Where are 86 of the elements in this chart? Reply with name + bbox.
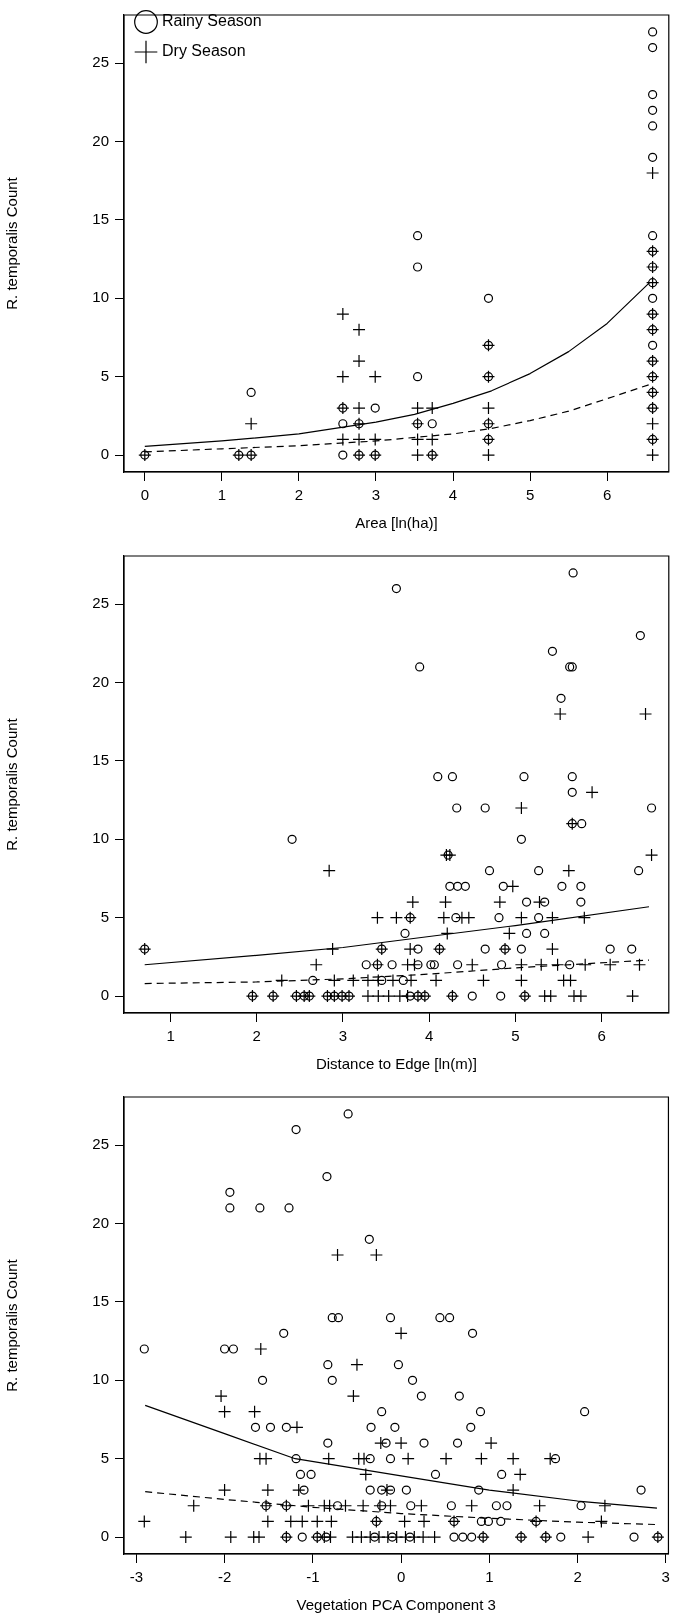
y-tick-label: 20 — [92, 1213, 109, 1231]
point — [336, 432, 350, 446]
x-tick-label: 1 — [217, 486, 227, 504]
point — [412, 262, 423, 272]
point — [412, 231, 423, 241]
y-tick-label: 5 — [100, 1448, 109, 1466]
y-tick-label: 10 — [92, 288, 109, 306]
x-tick-label: 5 — [525, 486, 535, 504]
point — [244, 417, 258, 431]
x-tick-label: 3 — [338, 1027, 348, 1045]
x-tick-label: 4 — [424, 1027, 434, 1045]
point — [648, 90, 658, 100]
point — [481, 401, 496, 415]
x-tick-label: 1 — [166, 1027, 175, 1045]
point — [410, 432, 425, 446]
point — [648, 293, 658, 303]
point — [648, 340, 658, 350]
point — [646, 417, 660, 431]
point — [427, 419, 437, 429]
x-tick-label: 3 — [371, 486, 381, 504]
x-tick-label: 2 — [294, 486, 304, 504]
y-tick-label: 20 — [92, 131, 109, 149]
x-tick-label: 3 — [661, 1568, 670, 1586]
x-tick-label: 4 — [448, 486, 458, 504]
point — [352, 432, 366, 446]
x-tick-label: 2 — [573, 1568, 582, 1586]
y-tick-label: 0 — [100, 1527, 109, 1545]
point — [338, 419, 348, 429]
x-tick-label: 6 — [602, 486, 612, 504]
y-axis-title: R. temporalis Count — [3, 1258, 21, 1392]
y-tick-label: 25 — [92, 53, 109, 71]
line-series — [144, 959, 650, 985]
point — [648, 43, 658, 53]
line-series — [144, 1491, 658, 1526]
point — [410, 448, 425, 462]
point — [646, 166, 660, 180]
point — [648, 231, 658, 241]
point — [646, 448, 660, 462]
y-tick-label: 25 — [92, 1135, 109, 1153]
point — [336, 307, 350, 321]
x-axis-title: Area [ln(ha)] — [355, 514, 438, 532]
point — [352, 323, 366, 337]
point — [368, 370, 382, 384]
x-tick-label: 5 — [511, 1027, 520, 1045]
x-tick-label: 2 — [252, 1027, 261, 1045]
y-tick-label: 20 — [92, 672, 109, 690]
point — [483, 293, 494, 303]
y-tick-label: 0 — [100, 445, 109, 463]
y-tick-label: 5 — [100, 366, 109, 384]
y-axis-title: R. temporalis Count — [3, 176, 21, 310]
x-tick-label: 0 — [396, 1568, 406, 1586]
point — [648, 121, 658, 131]
y-tick-label: 10 — [92, 1370, 109, 1388]
point — [368, 432, 382, 446]
y-tick-label: 25 — [92, 594, 109, 612]
legend-label: Rainy Season — [162, 12, 262, 30]
point — [648, 152, 658, 162]
x-tick-label: 0 — [140, 486, 149, 504]
y-tick-label: 15 — [92, 1292, 109, 1310]
point — [412, 372, 423, 382]
x-axis-title: Distance to Edge [ln(m)] — [315, 1055, 477, 1073]
y-tick-label: 15 — [92, 210, 109, 228]
point — [425, 401, 439, 415]
point — [648, 105, 658, 115]
point — [370, 403, 380, 413]
point — [352, 354, 366, 368]
x-axis-title: Vegetation PCA Component 3 — [296, 1596, 496, 1614]
point — [338, 450, 348, 460]
y-axis-title: R. temporalis Count — [3, 717, 21, 851]
x-tick-label: -1 — [306, 1568, 320, 1586]
x-tick-label: -3 — [129, 1568, 144, 1586]
y-tick-label: 5 — [100, 907, 109, 925]
point — [425, 432, 439, 446]
x-tick-label: 1 — [485, 1568, 494, 1586]
point — [648, 27, 658, 37]
y-tick-label: 0 — [100, 986, 109, 1004]
point — [246, 387, 256, 397]
point — [352, 401, 366, 415]
y-tick-label: 10 — [92, 829, 109, 847]
point — [481, 448, 496, 462]
x-tick-label: -2 — [217, 1568, 232, 1586]
point — [336, 370, 350, 384]
y-tick-label: 15 — [92, 751, 109, 769]
x-tick-label: 6 — [597, 1027, 606, 1045]
point — [410, 401, 425, 415]
legend-label: Dry Season — [162, 42, 246, 60]
